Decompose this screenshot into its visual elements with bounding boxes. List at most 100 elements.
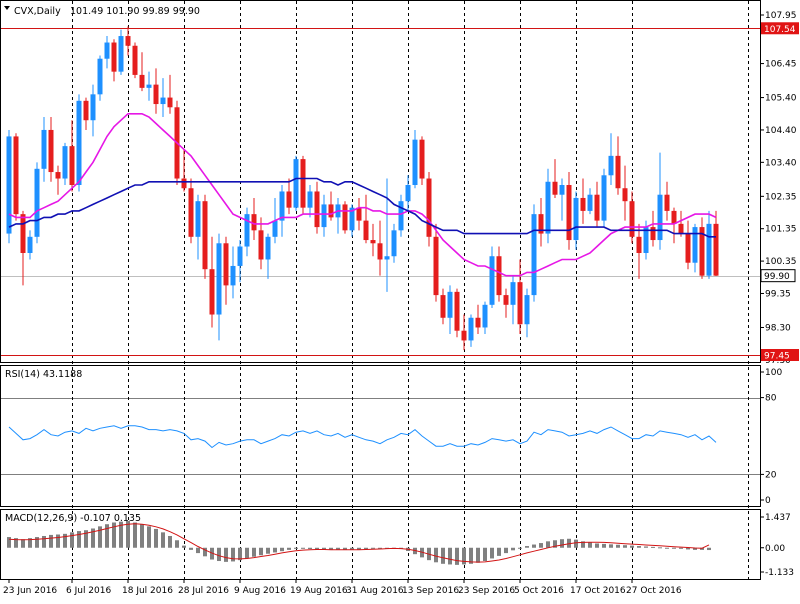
macd-tick-label: 1.437 (765, 513, 791, 523)
price-tick-label: 106.45 (765, 60, 797, 70)
macd-histogram-bar (294, 547, 298, 549)
macd-tick-label: -1.133 (765, 568, 794, 578)
price-tick-label: 105.40 (765, 94, 797, 104)
price-panel-frame (0, 0, 761, 363)
macd-histogram-bar (70, 532, 74, 548)
macd-histogram-bar (511, 547, 515, 551)
macd-histogram-bar (525, 546, 529, 548)
candle-body (447, 291, 453, 318)
candle-body (83, 100, 89, 121)
x-axis: 23 Jun 2016 6 Jul 2016 18 Jul 2016 28 Jul 2… (3, 579, 682, 596)
candle-body (643, 227, 649, 253)
candle-body (433, 236, 439, 296)
macd-histogram-bar (434, 547, 438, 563)
candle-body (587, 194, 593, 211)
candle-body (678, 223, 684, 234)
candle-body (426, 178, 432, 237)
macd-histogram-bar (329, 547, 333, 550)
level-price-label: 107.54 (764, 25, 796, 35)
candle-body (398, 201, 404, 231)
x-tick-label: 18 Jul 2016 (122, 586, 173, 596)
macd-histogram-bar (7, 537, 11, 548)
macd-histogram-bar (476, 547, 480, 563)
rsi-panel-frame (0, 365, 761, 507)
macd-histogram-bar (175, 540, 179, 548)
macd-histogram-bar (140, 524, 144, 548)
candle-body (685, 233, 691, 263)
candle-body (272, 220, 278, 237)
candle-body (692, 227, 698, 263)
macd-histogram-bar (91, 528, 95, 548)
candle-body (475, 317, 481, 328)
macd-histogram-bar (343, 547, 347, 550)
macd-histogram-bar (308, 547, 312, 550)
level-price-box (761, 22, 799, 35)
collapse-triangle-icon[interactable] (4, 6, 10, 10)
macd-histogram-bar (609, 544, 613, 548)
x-tick-label: 6 Jul 2016 (66, 586, 111, 596)
ma-slow-line (8, 177, 716, 238)
rsi-tick-label: 0 (765, 496, 771, 506)
macd-histogram-bar (84, 530, 88, 548)
macd-histogram-bar (35, 537, 39, 548)
candle-body (48, 129, 54, 173)
x-tick-label: 9 Aug 2016 (234, 586, 286, 596)
candle-body (118, 36, 124, 72)
candle-body (510, 282, 516, 305)
macd-histogram-bar (658, 547, 662, 549)
candle-body (202, 201, 208, 270)
macd-histogram-bar (322, 547, 326, 550)
macd-histogram-bar (371, 547, 375, 549)
level-price-box (761, 349, 799, 361)
x-tick-label: 23 Jun 2016 (3, 586, 57, 596)
macd-histogram-bar (700, 547, 704, 550)
y-axes: 107.95 106.45 105.40 104.40 103.40 102.35 101.… (760, 11, 799, 578)
candle-body (664, 194, 670, 211)
macd-histogram-bar (189, 547, 193, 550)
macd-histogram-bar (581, 541, 585, 548)
candle-body (468, 317, 474, 341)
x-tick-label: 19 Aug 2016 (290, 586, 348, 596)
candle-body (363, 220, 369, 241)
macd-histogram-bar (105, 524, 109, 548)
macd-histogram-bar (168, 535, 172, 548)
candle-body (13, 136, 19, 215)
macd-signal-line (8, 523, 710, 563)
vertical-gridlines (72, 1, 749, 579)
macd-histogram-bar (63, 533, 67, 548)
candle-body (216, 243, 222, 315)
macd-histogram-bar (448, 547, 452, 565)
macd-histogram-bar (266, 547, 270, 554)
candle-body (419, 139, 425, 179)
macd-histogram-bar (539, 543, 543, 548)
macd-histogram-bar (560, 539, 564, 548)
macd-histogram-bar (462, 547, 466, 565)
macd-histogram-bar (595, 543, 599, 548)
macd-histogram-bar (483, 547, 487, 562)
price-tick-label: 104.40 (765, 126, 797, 136)
candle-body (412, 139, 418, 185)
macd-histogram-bar (203, 547, 207, 557)
candle-body (328, 204, 334, 218)
macd-histogram-bar (497, 547, 501, 556)
candle-body (20, 214, 26, 253)
candle-body (181, 178, 187, 189)
candle-body (307, 191, 313, 208)
candle-body (531, 214, 537, 296)
macd-histogram-bar (231, 547, 235, 562)
candle-body (160, 97, 166, 105)
macd-histogram-bar (455, 547, 459, 565)
candle-body (489, 256, 495, 305)
candle-body (650, 227, 656, 241)
macd-histogram-bar (623, 545, 627, 548)
macd-histogram-bar (161, 532, 165, 548)
current-price-box (760, 269, 796, 283)
macd-histogram-bar (357, 547, 361, 550)
candle-body (503, 295, 509, 305)
macd-histogram-bar (518, 547, 522, 549)
candle-body (608, 155, 614, 176)
x-tick-label: 5 Oct 2016 (514, 586, 564, 596)
ma-fast-line (8, 113, 717, 277)
macd-histogram-bar (252, 547, 256, 557)
